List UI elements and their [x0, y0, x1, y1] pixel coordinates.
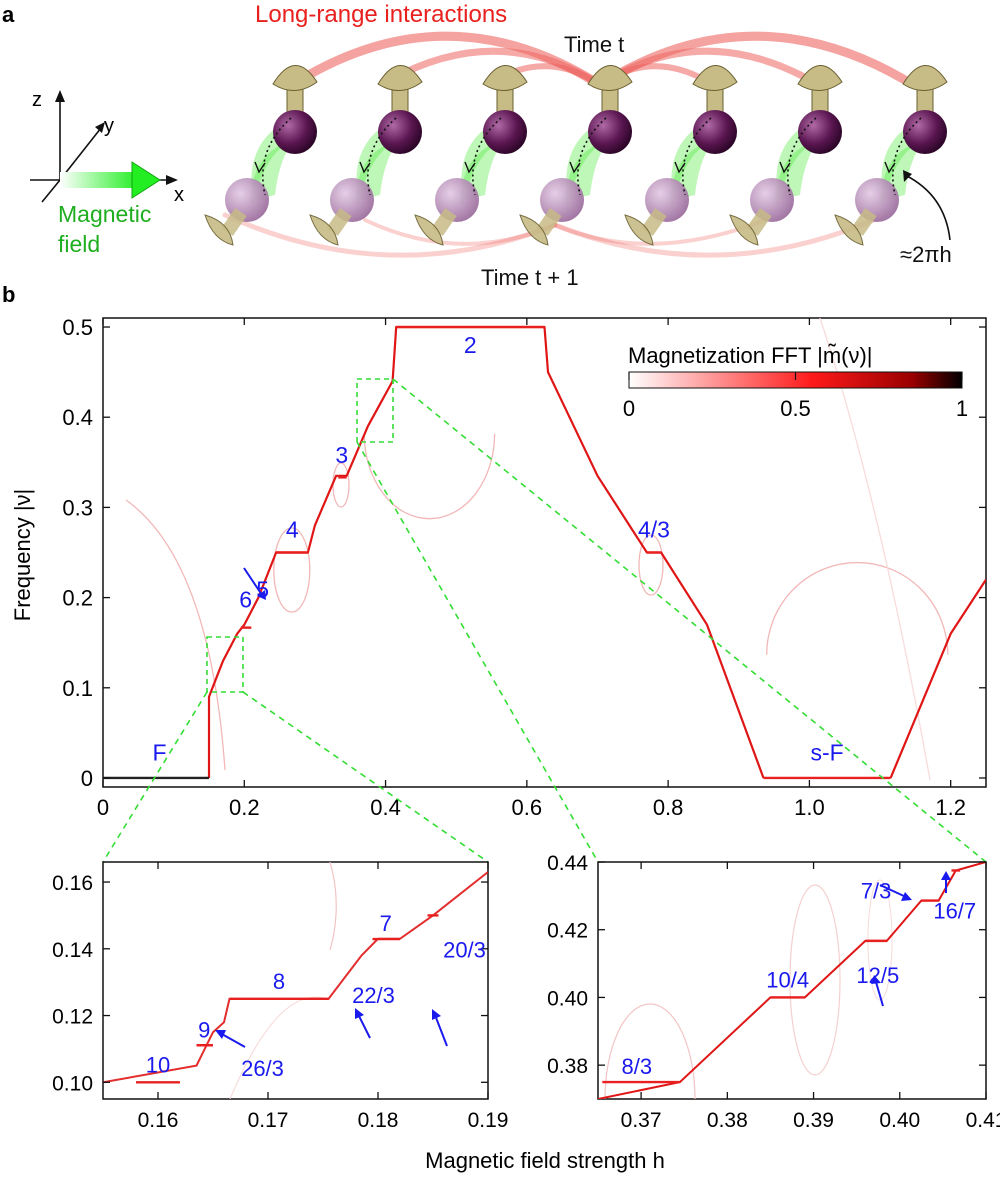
long-range-label: Long-range interactions: [255, 1, 507, 28]
spin-5: [625, 65, 737, 245]
zl-label-7: 7: [380, 911, 392, 936]
main-ytick-label: 0.3: [62, 495, 93, 520]
main-ytick-label: 0.2: [62, 586, 93, 611]
y-axis-back: [42, 180, 60, 202]
main-xtick-label: 0.4: [370, 795, 401, 820]
x-axis-label: x: [174, 184, 184, 206]
zr-label-8-3: 8/3: [622, 1054, 653, 1079]
zr-label-7-3: 7/3: [861, 879, 892, 904]
colorbar-tick-label: 1: [956, 396, 968, 421]
colorbar-tick-label: 0: [623, 396, 635, 421]
zl-label-22-3: 22/3: [352, 983, 395, 1008]
zr-ytick-label: 0.38: [547, 1055, 588, 1078]
main-label-6: 6: [239, 587, 252, 613]
figure: a Long-range interactions Time t Time t …: [0, 0, 1000, 1186]
top-sphere: [798, 110, 842, 154]
main-ytick-label: 0.4: [62, 405, 93, 430]
main-label-s-F: s-F: [810, 739, 843, 765]
zr-xtick-label: 0.37: [621, 1109, 662, 1132]
top-arrow-cone: [798, 65, 842, 90]
main-label-4-3: 4/3: [638, 517, 670, 543]
zl-label-10: 10: [146, 1052, 170, 1077]
spin-6: [730, 65, 842, 245]
main-xtick-label: 0.2: [229, 795, 260, 820]
main-xtick-label: 0.8: [653, 795, 684, 820]
zr-xtick-label: 0.41: [966, 1109, 1000, 1132]
magnetic-field-arrow: [60, 162, 160, 198]
spin-1: [205, 65, 317, 245]
zl-label-8: 8: [273, 969, 285, 994]
rotation-angle-label: ≈2πh: [900, 242, 952, 267]
zr-ytick-label: 0.42: [547, 920, 588, 943]
panel-label-b: b: [2, 282, 15, 307]
zr-label-10-4: 10/4: [766, 967, 809, 992]
spin-3: [415, 65, 527, 245]
top-sphere: [483, 110, 527, 154]
zr-ytick-label: 0.40: [547, 987, 588, 1010]
zl-xtick-label: 0.18: [358, 1109, 399, 1132]
z-arrowhead: [55, 90, 65, 102]
top-arrow-cone: [903, 65, 947, 90]
zr-xtick-label: 0.39: [793, 1109, 834, 1132]
spin-7: [835, 65, 947, 245]
spin-4: [520, 65, 632, 245]
zl-xtick-label: 0.19: [468, 1109, 509, 1132]
zoom-right-heatmap: 0.37 0.38 0.39 0.40 0.41 0.38 0.40 0.42 0.44 8/…: [547, 852, 1000, 1132]
main-heatmap: 0 0.2 0.4 0.6 0.8 1.0 1.2 00.10.20.30.40.5 5F6…: [10, 315, 986, 820]
zl-label-26-3: 26/3: [241, 1056, 284, 1081]
field-label-1: Magnetic: [58, 201, 151, 227]
main-xtick-label: 1.0: [794, 795, 825, 820]
main-label-3: 3: [335, 442, 348, 468]
main-xtick-label: 0: [97, 795, 109, 820]
zl-ytick-label: 0.12: [52, 1006, 93, 1029]
zr-xtick-label: 0.38: [707, 1109, 748, 1132]
zl-xtick-label: 0.17: [248, 1109, 289, 1132]
zr-label-16-7: 16/7: [933, 898, 976, 923]
main-label-2: 2: [464, 332, 477, 358]
zl-ytick-label: 0.10: [52, 1072, 93, 1095]
top-sphere: [273, 110, 317, 154]
panel-label-a: a: [2, 2, 15, 27]
main-xtick-label: 0.6: [512, 795, 543, 820]
z-axis-label: z: [32, 89, 42, 111]
time-t1-label: Time t + 1: [481, 265, 579, 290]
time-t-label: Time t: [564, 32, 624, 57]
main-y-axis-label: Frequency |ν|: [10, 489, 35, 621]
main-ytick-label: 0: [81, 766, 93, 791]
shared-x-axis-label: Magnetic field strength h: [425, 1148, 665, 1173]
main-xtick-label: 1.2: [935, 795, 966, 820]
zl-ytick-label: 0.16: [52, 872, 93, 895]
zl-xtick-label: 0.16: [138, 1109, 179, 1132]
top-sphere: [378, 110, 422, 154]
main-ytick-label: 0.1: [62, 676, 93, 701]
field-label-2: field: [58, 231, 100, 257]
zr-label-12-5: 12/5: [856, 963, 899, 988]
colorbar-label: Magnetization FFT |m̃(ν)|: [628, 343, 873, 368]
top-sphere: [903, 110, 947, 154]
zoom-left-heatmap: 0.16 0.17 0.18 0.19 0.10 0.12 0.14 0.16 10 9 26/…: [52, 806, 508, 1132]
zl-label-9: 9: [198, 1017, 210, 1042]
spin-chain: [205, 65, 947, 245]
top-arrow-cone: [693, 65, 737, 90]
y-axis-label: y: [104, 115, 114, 137]
zr-xtick-label: 0.40: [879, 1109, 920, 1132]
top-sphere: [588, 110, 632, 154]
rotation-angle-pointer: [905, 175, 950, 240]
top-sphere: [693, 110, 737, 154]
zl-label-20-3: 20/3: [443, 937, 486, 962]
spin-2: [310, 65, 422, 245]
main-ytick-label: 0.5: [62, 315, 93, 340]
zl-ytick-label: 0.14: [52, 939, 93, 962]
colorbar-tick-label: 0.5: [780, 396, 811, 421]
main-label-4: 4: [286, 517, 299, 543]
zr-ytick-label: 0.44: [547, 852, 588, 875]
